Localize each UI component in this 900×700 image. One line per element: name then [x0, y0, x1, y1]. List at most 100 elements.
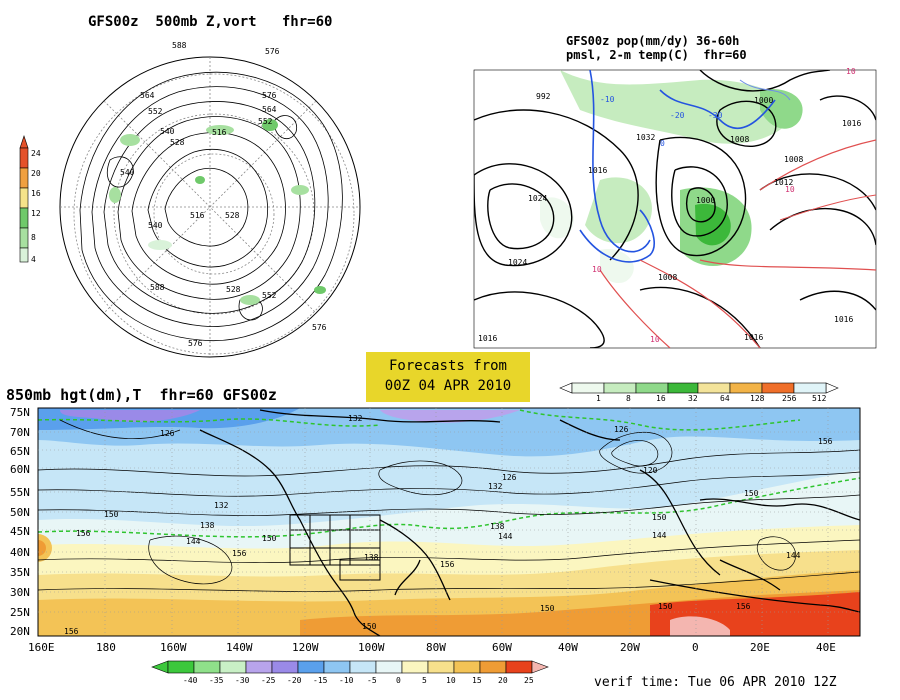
temp-contours	[579, 70, 876, 348]
freezing-line	[38, 409, 860, 538]
legend-swatch	[219, 660, 247, 674]
temp-label: 10	[785, 185, 795, 194]
legend-swatch	[19, 147, 29, 169]
legend-swatch	[19, 167, 29, 189]
lat-label: 20N	[10, 625, 30, 638]
height-label: 156	[76, 529, 91, 538]
forecast-init-line2: 00Z 04 APR 2010	[384, 378, 512, 394]
lat-label: 60N	[10, 463, 30, 476]
contour-label: 516	[212, 128, 227, 137]
isobar-label: 1008	[784, 155, 803, 164]
legend-tick: -5	[367, 676, 377, 685]
contour-label: 528	[170, 138, 185, 147]
legend-tick: 64	[720, 394, 730, 403]
legend-tick: 24	[31, 149, 41, 158]
legend-tick: 128	[750, 394, 765, 403]
panel-pop-title-line2: pmsl, 2-m temp(C) fhr=60	[566, 48, 747, 62]
legend-tick: 12	[31, 209, 41, 218]
legend-tick: -35	[209, 676, 224, 685]
legend-tick: 10	[446, 676, 456, 685]
isobar-label: 1024	[508, 258, 527, 267]
legend-tick: -15	[313, 676, 328, 685]
lat-label: 70N	[10, 426, 30, 439]
polar-contour-labels: 588 576 564 552 540 528 516 576 564 552 …	[120, 41, 327, 348]
height-label: 150	[262, 534, 277, 543]
legend-tick: 16	[31, 189, 41, 198]
contour-label: 576	[262, 91, 277, 100]
legend-swatch	[427, 660, 455, 674]
legend-tick: 4	[31, 255, 36, 264]
contour-label: 576	[265, 47, 280, 56]
legend-swatch	[19, 187, 29, 209]
lon-label: 140W	[226, 641, 253, 654]
height-label: 144	[652, 531, 667, 540]
forecast-init-box: Forecasts from 00Z 04 APR 2010	[366, 352, 530, 402]
height-label: 150	[744, 489, 759, 498]
contour-label: 552	[258, 117, 273, 126]
isobar-label: 1016	[588, 166, 607, 175]
isobar-label: 1016	[834, 315, 853, 324]
legend-swatch	[571, 382, 605, 394]
height-label: 144	[786, 551, 801, 560]
contour-label: 540	[148, 221, 163, 230]
panel-850mb-title: 850mb hgt(dm),T fhr=60 GFS00z	[6, 386, 277, 404]
lat-label: 30N	[10, 586, 30, 599]
height-label: 150	[104, 510, 119, 519]
legend-swatch	[375, 660, 403, 674]
contour-label: 564	[140, 91, 155, 100]
temp-label: 10	[846, 67, 856, 76]
legend-swatch	[193, 660, 221, 674]
isobar-label: 1012	[774, 178, 793, 187]
contour-label: 552	[262, 291, 277, 300]
isobar-label: 1000	[754, 96, 773, 105]
height-label: 156	[818, 437, 833, 446]
legend-tick: -25	[261, 676, 276, 685]
height-label: 144	[498, 532, 513, 541]
lon-label: 40W	[558, 641, 578, 654]
lat-label: 25N	[10, 606, 30, 619]
legend-tick: 0	[396, 676, 401, 685]
legend-swatch	[531, 660, 549, 674]
height-label: 126	[160, 429, 175, 438]
height-label: 144	[186, 537, 201, 546]
isobar-label: 1008	[730, 135, 749, 144]
height-label: 156	[64, 627, 79, 636]
lat-label: 65N	[10, 445, 30, 458]
legend-swatch	[667, 382, 699, 394]
isobar-label: 1032	[636, 133, 655, 142]
height-label: 156	[232, 549, 247, 558]
legend-swatch	[697, 382, 731, 394]
lon-label: 20E	[750, 641, 770, 654]
temp-label: -10	[600, 95, 615, 104]
pop-legend: 1 8 16 32 64 128 256 512	[559, 382, 839, 403]
lon-label: 180	[96, 641, 116, 654]
isobar-label: 1008	[658, 273, 677, 282]
panel-pop-title-line1: GFS00z pop(mm/dy) 36-60h	[566, 34, 740, 48]
verif-time-label: verif time: Tue 06 APR 2010 12Z	[594, 675, 837, 690]
temp-label: -30	[708, 111, 723, 120]
lat-label: 55N	[10, 486, 30, 499]
isobar-label: 1016	[842, 119, 861, 128]
contour-label: 540	[160, 127, 175, 136]
lat-label: 40N	[10, 546, 30, 559]
legend-swatch	[479, 660, 507, 674]
legend-tick: 32	[688, 394, 698, 403]
temp-label: 10	[592, 265, 602, 274]
legend-swatch	[793, 382, 827, 394]
contour-label: 564	[262, 105, 277, 114]
temp-label: 10	[650, 335, 660, 344]
temp-label: 0	[660, 139, 665, 148]
lon-label: 120W	[292, 641, 319, 654]
contour-label: 540	[120, 168, 135, 177]
isobar-label: 1016	[744, 333, 763, 342]
contour-label: 588	[150, 283, 165, 292]
isobar-label: 992	[536, 92, 551, 101]
latitude-axis: 75N 70N 65N 60N 55N 50N 45N 40N 35N 30N …	[10, 406, 30, 638]
legend-swatch	[505, 660, 533, 674]
legend-tick: 25	[524, 676, 534, 685]
lon-label: 0	[692, 641, 699, 654]
temp-label: -20	[670, 111, 685, 120]
temperature-legend: -40 -35 -30 -25 -20 -15 -10 -5 0 5 10 15…	[151, 660, 549, 685]
lon-label: 160W	[160, 641, 187, 654]
legend-swatch	[349, 660, 377, 674]
